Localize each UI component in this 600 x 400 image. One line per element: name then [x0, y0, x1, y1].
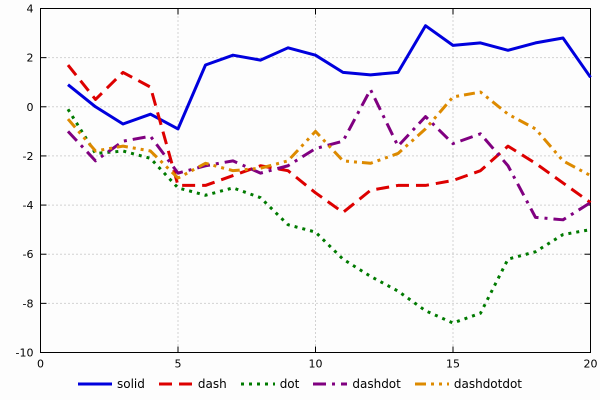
- legend-item-solid: solid: [77, 377, 145, 391]
- x-tick-label: 0: [37, 358, 44, 369]
- series-line-dash: [66, 64, 592, 214]
- x-tick-label: 20: [584, 358, 598, 369]
- y-tick-label: -2: [23, 150, 34, 163]
- legend-line-sample-dashdot: [313, 382, 348, 386]
- chart-legend: solid dash dot dashdot dashdotdot: [0, 368, 600, 400]
- legend-label: dashdot: [352, 377, 401, 391]
- plot-area: 0 5 10 15 20 -10 -8 -6 -4 -2 0 2 4: [0, 0, 600, 369]
- y-tick-label: 0: [27, 101, 34, 114]
- y-tick-label: -6: [23, 248, 34, 261]
- y-tick-label: -8: [23, 297, 34, 310]
- y-tick-label: 2: [27, 52, 34, 65]
- legend-line-sample-solid: [77, 382, 112, 386]
- y-tick-label: -10: [16, 347, 34, 360]
- legend-line-sample-dot: [240, 382, 275, 386]
- y-tick-label: -4: [23, 199, 34, 212]
- series-line-dashdotdot: [66, 90, 592, 180]
- plot-background: [0, 0, 600, 368]
- legend-line-sample-dash: [158, 382, 193, 386]
- legend-item-dash: dash: [158, 377, 227, 391]
- legend-label: dashdotdot: [453, 377, 523, 391]
- legend-label: solid: [116, 377, 145, 391]
- legend-label: dot: [279, 377, 300, 391]
- y-tick-label: 4: [27, 3, 34, 16]
- series-line-dashdot: [66, 88, 592, 222]
- series-line-solid: [67, 24, 592, 131]
- legend-item-dot: dot: [240, 377, 300, 391]
- legend-item-dashdotdot: dashdotdot: [414, 377, 523, 391]
- x-tick-label: 5: [175, 358, 182, 369]
- series-line-dot: [66, 108, 591, 325]
- legend-line-sample-dashdotdot: [414, 382, 449, 386]
- legend-item-dashdot: dashdot: [313, 377, 401, 391]
- x-tick-label: 15: [446, 358, 460, 369]
- legend-label: dash: [197, 377, 227, 391]
- x-tick-label: 10: [309, 358, 323, 369]
